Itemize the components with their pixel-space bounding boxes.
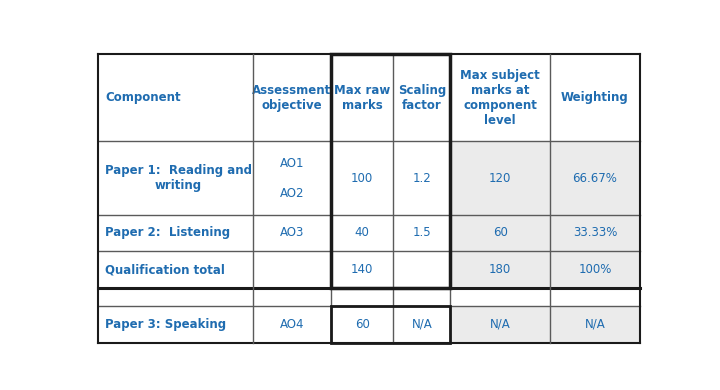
Bar bbox=[393, 306, 450, 342]
Bar bbox=[99, 54, 253, 142]
Bar bbox=[550, 288, 639, 306]
Text: 60: 60 bbox=[355, 318, 369, 331]
Bar bbox=[393, 288, 450, 306]
Text: N/A: N/A bbox=[490, 318, 510, 331]
Text: 180: 180 bbox=[489, 263, 511, 276]
Bar bbox=[331, 306, 450, 342]
Text: 100: 100 bbox=[351, 172, 374, 184]
Bar bbox=[331, 251, 393, 288]
Bar bbox=[253, 54, 331, 142]
Bar bbox=[331, 288, 393, 306]
Text: 1.5: 1.5 bbox=[413, 227, 431, 239]
Text: 100%: 100% bbox=[578, 263, 612, 276]
Bar bbox=[331, 215, 393, 251]
Text: AO4: AO4 bbox=[279, 318, 304, 331]
Text: 66.67%: 66.67% bbox=[572, 172, 618, 184]
Bar bbox=[99, 306, 253, 342]
Bar bbox=[331, 306, 393, 342]
Bar bbox=[393, 215, 450, 251]
Text: 40: 40 bbox=[355, 227, 369, 239]
Text: 60: 60 bbox=[492, 227, 508, 239]
Bar bbox=[393, 54, 450, 142]
Text: Max raw
marks: Max raw marks bbox=[334, 84, 390, 112]
Bar bbox=[450, 288, 550, 306]
Text: Max subject
marks at
component
level: Max subject marks at component level bbox=[460, 69, 540, 127]
Bar bbox=[331, 54, 393, 142]
Text: N/A: N/A bbox=[411, 318, 432, 331]
Text: AO1

AO2: AO1 AO2 bbox=[279, 156, 304, 200]
Text: 120: 120 bbox=[489, 172, 511, 184]
Bar bbox=[253, 306, 331, 342]
Bar bbox=[450, 251, 550, 288]
Bar bbox=[253, 215, 331, 251]
Bar bbox=[450, 142, 550, 214]
Text: AO3: AO3 bbox=[279, 227, 304, 239]
Bar bbox=[99, 251, 253, 288]
Bar bbox=[253, 251, 331, 288]
Text: 140: 140 bbox=[351, 263, 374, 276]
Text: N/A: N/A bbox=[585, 318, 606, 331]
Bar bbox=[331, 54, 450, 288]
Text: Assessment
objective: Assessment objective bbox=[252, 84, 331, 112]
Text: Paper 3: Speaking: Paper 3: Speaking bbox=[105, 318, 226, 331]
Text: 1.2: 1.2 bbox=[413, 172, 431, 184]
Bar bbox=[550, 215, 639, 251]
Bar bbox=[550, 251, 639, 288]
Bar bbox=[550, 142, 639, 214]
Bar bbox=[99, 288, 253, 306]
Text: Qualification total: Qualification total bbox=[105, 263, 225, 276]
Text: Paper 2:  Listening: Paper 2: Listening bbox=[105, 227, 230, 239]
Text: Paper 1:  Reading and
writing: Paper 1: Reading and writing bbox=[105, 164, 252, 192]
Bar bbox=[450, 306, 550, 342]
Text: Scaling
factor: Scaling factor bbox=[397, 84, 446, 112]
Bar bbox=[393, 142, 450, 214]
Bar bbox=[99, 142, 253, 214]
Bar bbox=[550, 306, 639, 342]
Text: 33.33%: 33.33% bbox=[573, 227, 617, 239]
Bar bbox=[393, 251, 450, 288]
Bar bbox=[99, 215, 253, 251]
Bar bbox=[331, 142, 393, 214]
Bar bbox=[450, 215, 550, 251]
Text: Weighting: Weighting bbox=[561, 91, 629, 105]
Bar bbox=[450, 54, 550, 142]
Bar bbox=[253, 142, 331, 214]
Text: Component: Component bbox=[105, 91, 181, 105]
Bar bbox=[550, 54, 639, 142]
Bar bbox=[253, 288, 331, 306]
